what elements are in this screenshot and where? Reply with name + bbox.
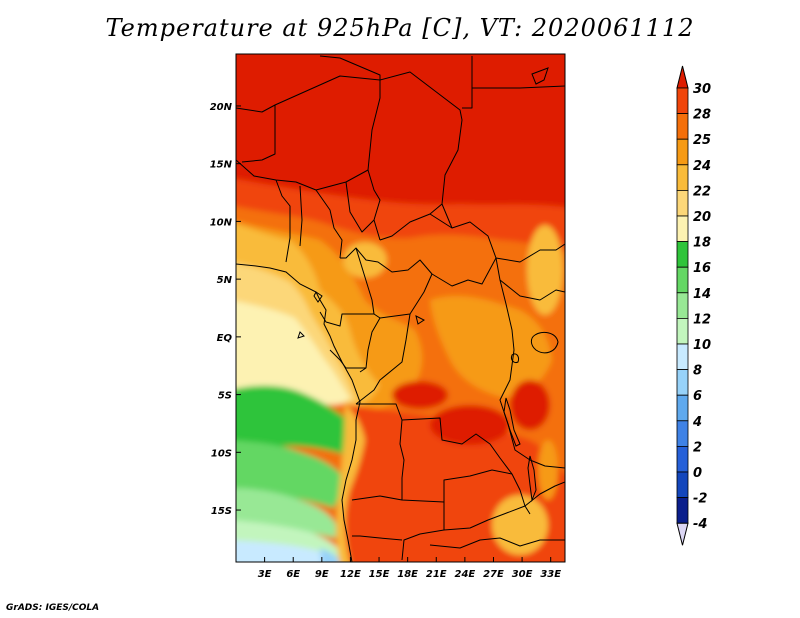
colorbar-swatch [676, 189, 689, 217]
x-tick-label: 6E [286, 569, 300, 580]
colorbar-swatch [676, 215, 689, 243]
colorbar-swatch [676, 343, 689, 371]
colorbar-label: 16 [693, 261, 711, 276]
x-tick-label: 27E [483, 569, 504, 580]
y-tick-label: 5N [217, 275, 233, 286]
country-borders [236, 55, 565, 561]
x-tick-label: 12E [340, 569, 361, 580]
colorbar-label: 24 [693, 159, 711, 174]
field-cool-sahel [343, 242, 387, 278]
x-tick-label: 15E [369, 569, 390, 580]
y-tick-label: 5S [218, 391, 232, 402]
field-hotspot-2 [392, 381, 448, 409]
y-tick-label: EQ [217, 333, 233, 344]
field-16-18 [236, 301, 350, 405]
colorbar-label: 4 [692, 415, 702, 430]
y-tick-label: 15S [211, 506, 232, 517]
colorbar-top-triangle [676, 65, 689, 89]
colorbar-label: 30 [693, 82, 711, 97]
y-tick-label: 10S [211, 448, 232, 459]
y-tick-label: 15N [210, 160, 233, 171]
colorbar-swatch [676, 87, 689, 115]
x-tick-label: 18E [397, 569, 418, 580]
field-cool-east2 [538, 440, 558, 500]
x-axis: 3E 6E 9E 12E 15E 18E 21E 24E 27E 30E 33E [258, 557, 561, 580]
map-frame [235, 53, 566, 563]
field-cool-east [527, 225, 563, 315]
colorbar-label: 6 [693, 389, 702, 404]
field-coast-strip [336, 405, 365, 562]
lakes [415, 67, 559, 502]
field-6-8 [236, 540, 341, 562]
field-22-24-east [430, 295, 552, 398]
colorbar-swatch [676, 266, 689, 294]
colorbar-label: 18 [693, 236, 711, 251]
colorbar-label: 28 [693, 108, 711, 123]
field-hotspot-1 [430, 405, 510, 445]
x-tick-label: 21E [426, 569, 447, 580]
colorbar-swatch [676, 471, 689, 499]
field-4-6 [320, 548, 342, 562]
temperature-field [236, 54, 565, 562]
colorbar-label: -2 [693, 492, 707, 507]
colorbar-label: 14 [693, 287, 711, 302]
colorbar-swatch [676, 394, 689, 422]
colorbar-label: 8 [693, 364, 702, 379]
x-tick-label: 30E [512, 569, 533, 580]
colorbar-label: 20 [693, 210, 711, 225]
colorbar-swatch [676, 445, 689, 473]
x-tick-label: 9E [315, 569, 329, 580]
colorbar-label: 12 [693, 312, 711, 327]
credit-label: GrADS: IGES/COLA [6, 603, 100, 613]
colorbar-swatch [676, 369, 689, 396]
x-tick-label: 3E [258, 569, 272, 580]
colorbar-label: 22 [693, 184, 711, 199]
colorbar-label: -4 [693, 517, 707, 532]
y-tick-label: 20N [210, 102, 233, 113]
field-hotspot-3 [510, 380, 550, 430]
y-tick-label: 10N [210, 217, 233, 228]
colorbar-swatch [676, 420, 689, 447]
colorbar-bottom-triangle [676, 522, 689, 546]
colorbar-swatch [676, 292, 689, 319]
field-14-16 [236, 385, 351, 455]
y-axis: 20N 15N 10N 5N EQ 5S 10S 15S [210, 102, 241, 517]
colorbar-label: 10 [693, 338, 711, 353]
colorbar-swatch [676, 497, 689, 524]
colorbar-swatch [676, 164, 689, 191]
colorbar-label: 0 [693, 466, 702, 481]
colorbar-label: 2 [693, 440, 702, 455]
colorbar-swatch [676, 113, 689, 140]
colorbar-swatch [676, 138, 689, 166]
colorbar-swatch [676, 241, 689, 268]
coastline [236, 263, 361, 562]
colorbar-label: 25 [693, 133, 711, 148]
x-tick-label: 33E [540, 569, 561, 580]
chart-title: Temperature at 925hPa [C], VT: 202006111… [105, 14, 695, 42]
x-tick-label: 24E [454, 569, 475, 580]
colorbar-swatch [676, 317, 689, 345]
